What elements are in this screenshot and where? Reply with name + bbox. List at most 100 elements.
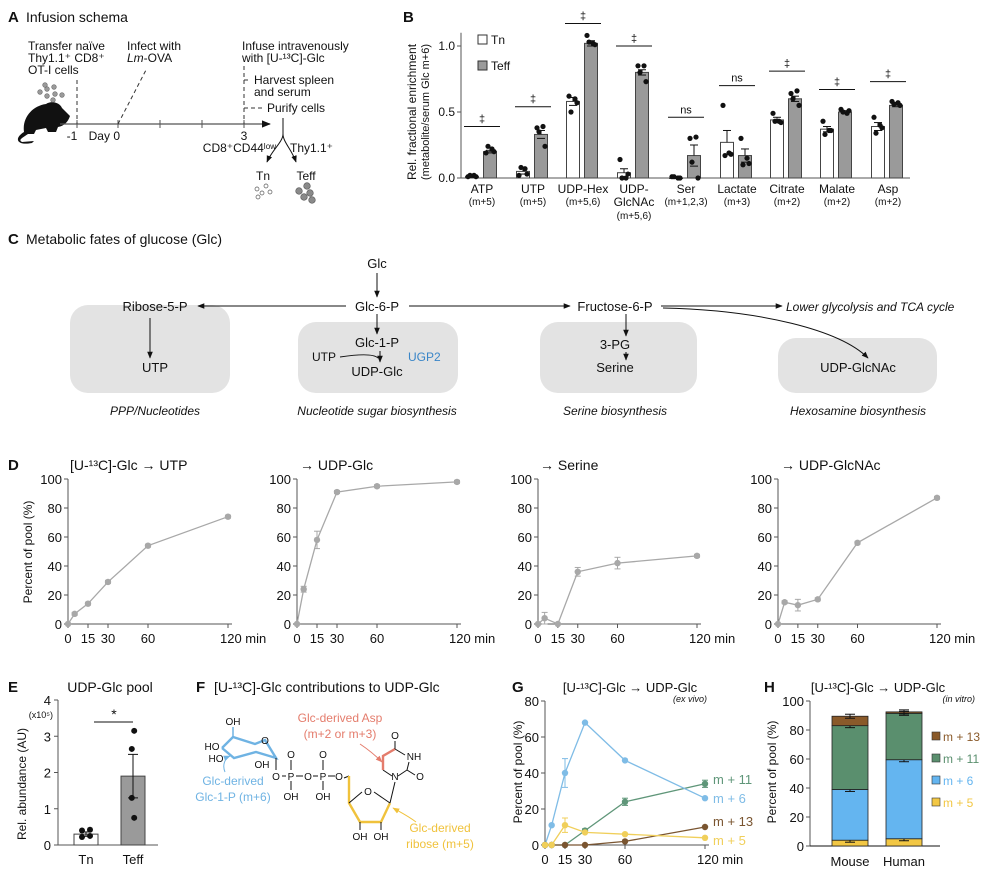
node-utp: UTP — [142, 360, 168, 375]
bond — [397, 761, 410, 777]
transfer-text: OT-I cells — [28, 63, 79, 77]
tick-label: 3 — [241, 129, 248, 143]
significance-label: ns — [731, 73, 743, 85]
data-point — [561, 769, 569, 777]
data-point — [536, 129, 542, 135]
x-category-label: UTP — [521, 182, 545, 196]
chart-title: [U-¹³C]-Glc → UDP-Glc — [563, 680, 698, 695]
x-category-label: ATP — [471, 182, 493, 196]
x-category-label: GlcNAc — [614, 195, 655, 209]
data-point — [373, 483, 381, 490]
data-point — [891, 101, 897, 107]
significance-label: * — [111, 706, 117, 722]
data-point — [873, 130, 879, 136]
panel-c-glucose-fates-diagram: C Metabolic fates of glucose (Glc) Glc G… — [8, 231, 955, 418]
asp-label: Glc-derived Asp — [298, 711, 383, 725]
data-point — [473, 174, 479, 180]
data-point — [689, 159, 695, 165]
data-point — [548, 822, 555, 829]
glc-1-p-ring — [221, 735, 279, 761]
x-isotopologue-label: (m+5) — [469, 197, 495, 208]
data-point — [485, 143, 491, 149]
data-point — [635, 63, 641, 69]
purify-text: Purify cells — [267, 101, 325, 115]
x-isotopologue-label: (m+1,2,3) — [664, 197, 707, 208]
y-tick-label: 1.0 — [438, 39, 455, 53]
x-tick-label: 120 min — [689, 631, 735, 646]
stack-segment — [831, 725, 869, 790]
chart-title: → UDP-GlcNAc — [781, 457, 881, 473]
x-category-label: Lactate — [717, 182, 757, 196]
data-point — [131, 727, 138, 734]
legend-label: m + 5 — [943, 796, 974, 810]
asp-derived-edge — [381, 747, 396, 770]
y-tick-label: 80 — [277, 501, 291, 516]
data-point — [300, 586, 307, 593]
stack-segment — [885, 759, 923, 840]
data-point — [128, 794, 135, 801]
bond — [394, 748, 406, 756]
ribose-label: ribose (m+5) — [406, 837, 474, 851]
infect-text: Lm-OVA — [127, 51, 172, 65]
x-tick-label: 15 — [558, 852, 572, 867]
data-point — [581, 719, 589, 726]
data-point — [820, 118, 826, 124]
y-tick-label: 40 — [525, 766, 539, 781]
panel-e-udp-glc-pool-chart: E UDP-Glc pool (x10⁵) Rel. abundance (AU… — [8, 679, 158, 867]
y-tick-label: 40 — [277, 559, 291, 574]
legend-swatch-tn — [477, 34, 488, 45]
bond — [373, 791, 391, 804]
asp-arrow — [359, 743, 383, 763]
data-point — [897, 102, 903, 108]
data-point — [128, 745, 135, 752]
glc-1-p-arrow — [223, 755, 231, 773]
y-tick-label: 60 — [48, 530, 62, 545]
data-point — [728, 151, 734, 157]
sort-gate-label: CD8⁺CD44ˡᵒʷ — [203, 141, 276, 155]
tick-label: Day 0 — [89, 129, 121, 143]
x-category-label: Citrate — [769, 182, 805, 196]
y-tick-label: 60 — [518, 530, 532, 545]
data-point — [64, 620, 72, 628]
significance-label: ‡ — [479, 114, 485, 126]
atom-label: O — [335, 772, 343, 783]
panel-b-fractional-enrichment-chart: B Rel. fractional enrichment (metabolite… — [403, 9, 910, 222]
data-point — [581, 841, 589, 849]
stack-segment — [885, 712, 923, 761]
data-point — [617, 156, 623, 163]
bar-tn — [770, 119, 784, 179]
y-axis-label: Percent of pool (%) — [765, 721, 779, 824]
significance-label: ‡ — [885, 69, 891, 81]
y-tick-label: 0 — [44, 838, 51, 853]
node-3-pg: 3-PG — [600, 337, 630, 352]
x-category-label: Mouse — [830, 854, 869, 869]
legend-swatch — [931, 753, 941, 763]
data-point — [828, 127, 834, 134]
data-point — [720, 102, 726, 108]
bond — [382, 769, 393, 777]
transfer-text: Thy1.1⁺ CD8⁺ — [28, 51, 105, 65]
ribose-label: Glc-derived — [409, 821, 470, 835]
panel-letter: G — [512, 679, 524, 696]
atom-label: OH — [255, 760, 270, 771]
y-tick-label: 0 — [797, 839, 804, 854]
data-point — [534, 620, 542, 628]
enzyme-ugp2: UGP2 — [408, 350, 441, 364]
atom-label: N — [391, 772, 398, 783]
atom-label: O — [416, 772, 424, 783]
data-point — [104, 578, 112, 586]
y-tick-label: 80 — [758, 501, 772, 516]
data-point — [79, 834, 85, 841]
data-point — [621, 757, 629, 764]
x-category-label: Malate — [819, 182, 855, 196]
panel-letter: E — [8, 679, 18, 696]
x-category-label: Teff — [123, 852, 144, 867]
data-point — [641, 63, 647, 69]
data-point — [293, 620, 301, 628]
significance-label: ns — [680, 104, 692, 116]
data-point — [794, 88, 800, 94]
y-tick-label: 20 — [790, 810, 804, 825]
data-point — [701, 795, 709, 802]
x-tick-label: 0 — [534, 631, 541, 646]
x-isotopologue-label: (m+5,6) — [566, 197, 601, 208]
